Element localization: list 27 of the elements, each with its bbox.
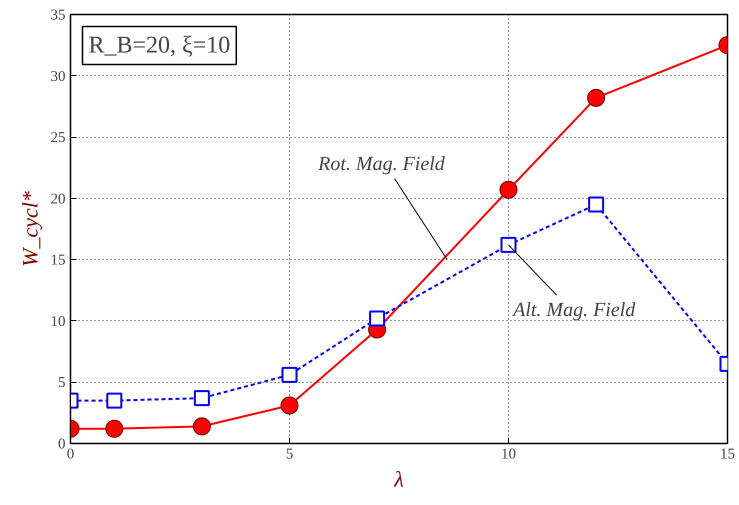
y-axis-title: W_cycl* <box>18 191 42 267</box>
x-axis-title: λ <box>393 466 404 492</box>
point <box>105 420 124 438</box>
annotation: Alt. Mag. Field <box>511 298 636 321</box>
x-tick-label: 5 <box>286 446 294 462</box>
y-tick-label: 0 <box>58 436 66 452</box>
y-tick-label: 25 <box>50 130 66 146</box>
point <box>280 396 298 414</box>
point <box>192 417 211 436</box>
x-tick-label: 15 <box>720 446 735 462</box>
y-tick-label: 30 <box>50 68 66 85</box>
annotation: Rot. Mag. Field <box>317 153 446 176</box>
y-tick-label: 10 <box>50 314 66 330</box>
y-tick-label: 35 <box>50 8 66 24</box>
y-tick-label: 15 <box>50 252 66 269</box>
point <box>588 196 604 212</box>
point <box>282 366 298 383</box>
point <box>194 390 210 406</box>
y-tick-label: 5 <box>58 375 66 392</box>
point <box>369 310 386 326</box>
y-tick-label: 20 <box>50 191 66 208</box>
point <box>500 180 518 199</box>
point <box>106 392 122 409</box>
annotation: R_B=20, ξ=10 <box>88 32 230 58</box>
x-tick-label: 10 <box>501 446 516 462</box>
point <box>500 236 516 253</box>
point <box>587 88 606 107</box>
